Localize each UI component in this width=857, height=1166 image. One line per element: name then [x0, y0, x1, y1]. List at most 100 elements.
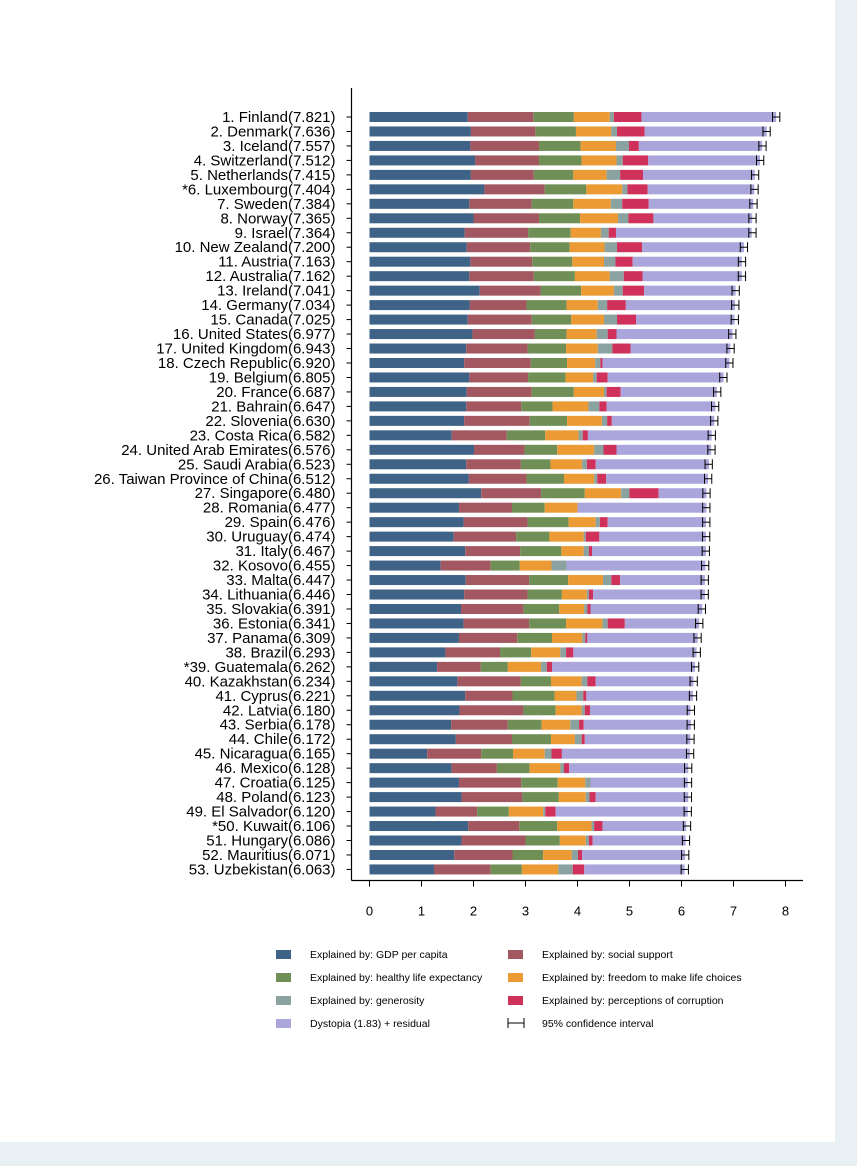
- bar-segment: [582, 430, 588, 441]
- bar-segment: [369, 806, 436, 817]
- confidence-interval: [755, 155, 765, 166]
- bar-segment: [464, 357, 531, 368]
- bar-segment: [507, 719, 542, 730]
- bar-segment: [616, 155, 623, 166]
- bar-segment: [599, 517, 608, 528]
- bar-segment: [369, 821, 469, 832]
- bar-segment: [541, 661, 547, 672]
- bar-segment: [620, 169, 644, 180]
- confidence-interval: [725, 357, 734, 368]
- confidence-interval: [702, 517, 711, 528]
- bar-segment: [531, 386, 574, 397]
- bar-segment: [585, 777, 591, 788]
- country-label: 20. France(6.687): [216, 384, 335, 401]
- bar-segment: [606, 169, 621, 180]
- bar-segment: [582, 849, 686, 860]
- bar-segment: [569, 763, 689, 774]
- bar-segment: [433, 864, 491, 875]
- bar-segment: [369, 343, 467, 354]
- bar-segment: [563, 763, 570, 774]
- bar-segment: [550, 734, 575, 745]
- bar-segment: [561, 589, 587, 600]
- bar-segment: [579, 719, 584, 730]
- country-label: 23. Costa Rica(6.582): [190, 427, 336, 444]
- bar-segment: [530, 242, 570, 253]
- bar-segment: [583, 690, 587, 701]
- bar-segment: [539, 213, 581, 224]
- bar-segment: [557, 777, 586, 788]
- bar-segment: [525, 835, 560, 846]
- bar-segment: [451, 430, 507, 441]
- bar-segment: [580, 140, 616, 151]
- bar-segment: [592, 835, 686, 846]
- bar-segment: [520, 459, 551, 470]
- bar-segment: [369, 213, 474, 224]
- bar-segment: [561, 748, 690, 759]
- bar-segment: [628, 213, 654, 224]
- confidence-interval: [703, 473, 713, 484]
- bar-segment: [571, 849, 579, 860]
- bar-segment: [602, 575, 612, 586]
- bar-segment: [585, 531, 600, 542]
- bar-segment: [591, 821, 595, 832]
- bar-segment: [545, 430, 579, 441]
- bar-segment: [610, 198, 623, 209]
- confidence-interval: [758, 140, 767, 151]
- happiness-stacked-bar-chart: 1. Finland(7.821)2. Denmark(7.636)3. Ice…: [94, 88, 803, 1030]
- confidence-interval: [686, 705, 695, 716]
- bar-segment: [369, 661, 438, 672]
- bar-segment: [573, 169, 607, 180]
- bar-segment: [454, 849, 513, 860]
- bar-segment: [573, 112, 610, 122]
- bar-segment: [545, 806, 556, 817]
- confidence-interval: [695, 618, 704, 629]
- bar-segment: [584, 734, 691, 745]
- country-label: 26. Taiwan Province of China(6.512): [94, 471, 336, 488]
- bar-segment: [369, 329, 473, 340]
- bar-segment: [519, 821, 558, 832]
- bar-segment: [573, 386, 605, 397]
- bar-segment: [513, 748, 545, 759]
- country-label: 9. Israel(7.364): [235, 225, 336, 242]
- bar-segment: [490, 864, 522, 875]
- bar-segment: [569, 242, 605, 253]
- bar-segment: [464, 589, 528, 600]
- bar-segment: [557, 444, 595, 455]
- confidence-interval: [693, 632, 702, 643]
- legend-label: 95% confidence interval: [542, 1018, 654, 1030]
- bar-segment: [627, 184, 648, 195]
- bar-segment: [369, 357, 465, 368]
- bar-segment: [451, 763, 497, 774]
- confidence-interval: [688, 690, 698, 701]
- country-label: 3. Iceland(7.557): [223, 138, 336, 155]
- bar-segment: [369, 705, 460, 716]
- country-label: 53. Uzbekistan(6.063): [189, 861, 336, 878]
- bar-segment: [597, 473, 607, 484]
- bar-segment: [565, 372, 594, 383]
- bar-segment: [551, 748, 562, 759]
- bar-segment: [632, 256, 742, 267]
- bar-segment: [578, 849, 583, 860]
- bar-segment: [576, 690, 584, 701]
- bar-segment: [532, 256, 573, 267]
- x-tick-label: 5: [626, 904, 633, 919]
- confidence-interval: [719, 372, 728, 383]
- bar-segment: [369, 734, 456, 745]
- bar-segment: [648, 155, 761, 166]
- bar-segment: [567, 415, 602, 426]
- bar-segment: [581, 155, 617, 166]
- confidence-interval: [683, 777, 693, 788]
- legend-swatch: [508, 973, 523, 982]
- confidence-interval: [681, 849, 690, 860]
- bar-segment: [369, 473, 469, 484]
- bar-segment: [369, 575, 466, 586]
- bar-segment: [474, 444, 525, 455]
- bar-segment: [369, 386, 467, 397]
- bar-segment: [592, 546, 706, 557]
- bar-segment: [453, 531, 517, 542]
- bar-segment: [369, 430, 452, 441]
- bar-segment: [534, 329, 567, 340]
- bar-segment: [587, 430, 712, 441]
- bar-segment: [648, 198, 754, 209]
- bar-segment: [557, 821, 592, 832]
